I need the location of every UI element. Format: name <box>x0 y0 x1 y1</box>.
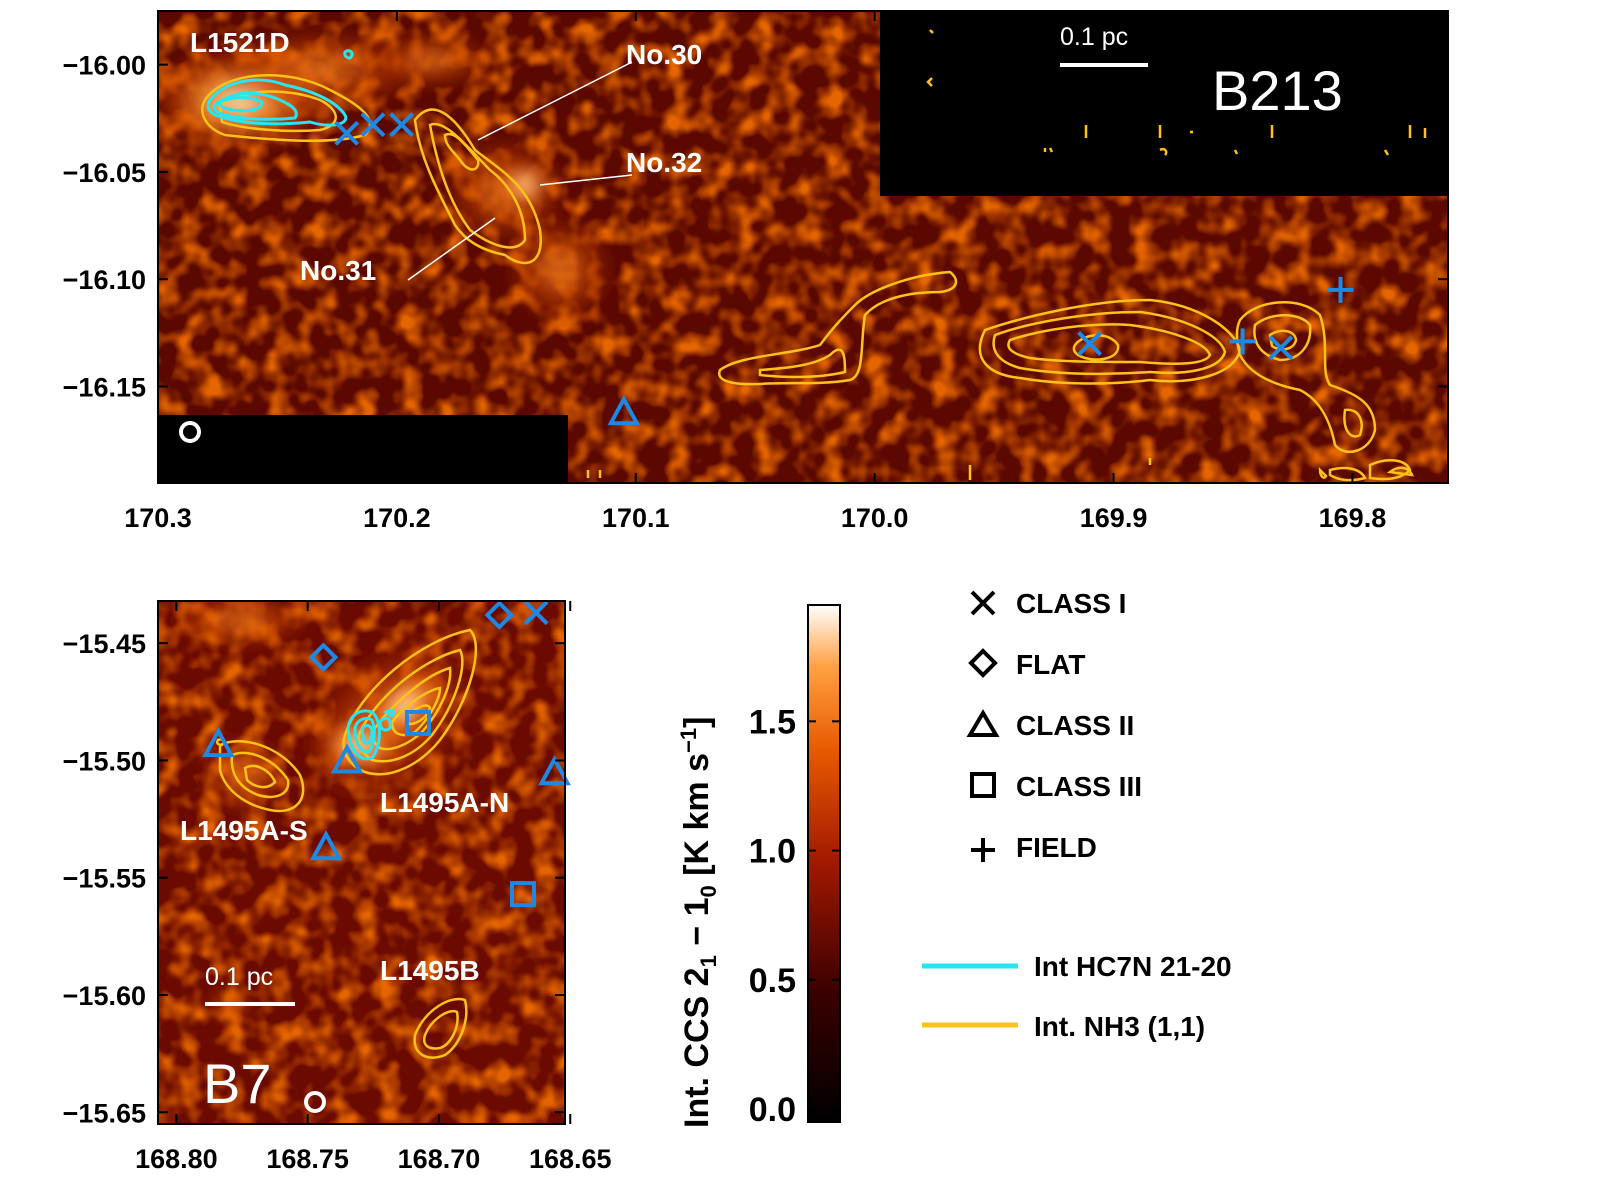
b213-axes: 170.3 170.2 170.1 170.0 169.9 169.8 −16.00 −16.… <box>63 11 1448 533</box>
b7-source-flat <box>308 642 339 673</box>
legend-class-ii: CLASS II <box>966 709 1134 741</box>
b7-source-class-ii <box>202 726 235 758</box>
legend-nh3-label: Int. NH3 (1,1) <box>1034 1011 1205 1042</box>
b213-x-tick-label: 169.8 <box>1319 503 1387 533</box>
triangle-marker-icon <box>966 709 1000 737</box>
b7-x-tick-label: 168.65 <box>529 1144 612 1174</box>
square-marker-icon <box>970 772 996 798</box>
colorbar-label-sub1: 1 <box>696 955 721 967</box>
colorbar-tick-label: 0.0 <box>749 1091 796 1129</box>
colorbar-label: Int. CCS 21 − 10 [K km s−1] <box>676 717 721 1128</box>
b7-panel: 0.1 pc B7 L1495A-S L1495A-N L1495B 168.8… <box>63 600 612 1174</box>
colorbar-gradient <box>807 604 841 1123</box>
b7-label-l1495b: L1495B <box>380 955 480 986</box>
legend-hc7n-label: Int HC7N 21-20 <box>1034 951 1232 982</box>
colorbar-label-unit: [K km s <box>678 753 716 885</box>
b213-source-class-i <box>1268 335 1294 361</box>
legend-class-iii: CLASS III <box>970 771 1142 802</box>
b7-scale-bar-label: 0.1 pc <box>205 963 273 991</box>
colorbar-ticks: 0.0 0.5 1.0 1.5 <box>749 703 840 1129</box>
colorbar-tick-label: 1.5 <box>749 703 796 741</box>
b213-title: B213 <box>1212 59 1343 122</box>
b213-source-class-i <box>1077 331 1103 356</box>
b7-map-image <box>158 601 565 1124</box>
class-i-marker-icon <box>970 590 996 616</box>
colorbar: 0.0 0.5 1.0 1.5 Int. CCS 21 − 10 [K km s−1] <box>676 604 841 1129</box>
legend-class-iii-label: CLASS III <box>1016 771 1142 802</box>
b7-source-class-iii <box>509 881 536 908</box>
legend-class-ii-label: CLASS II <box>1016 710 1134 741</box>
colorbar-tick-label: 0.5 <box>749 962 796 1000</box>
b213-y-tick-label: −16.15 <box>63 372 146 402</box>
b7-x-tick-label: 168.80 <box>135 1144 218 1174</box>
b213-sources <box>334 112 1354 426</box>
b213-y-tick-label: −16.10 <box>63 265 146 295</box>
b213-source-class-ii <box>607 395 641 426</box>
b213-map-image <box>158 11 1448 483</box>
b7-source-class-ii <box>538 755 571 786</box>
b213-label-no32: No.32 <box>626 147 702 178</box>
legend-field: FIELD <box>971 832 1097 863</box>
legend-flat: FLAT <box>968 648 1085 680</box>
b7-axes: 168.80 168.75 168.70 168.65 −15.45 −15.50 −15.… <box>63 601 612 1174</box>
colorbar-label-mid: − 1 <box>678 898 716 956</box>
b7-y-tick-label: −15.45 <box>63 629 146 659</box>
b7-frame <box>157 600 566 1125</box>
b7-label-l1495a-n: L1495A-N <box>380 787 509 818</box>
b213-x-tick-label: 169.9 <box>1080 503 1148 533</box>
b7-x-tick-label: 168.70 <box>398 1144 481 1174</box>
diamond-marker-icon <box>968 648 998 678</box>
b213-nh3-contours <box>201 29 1427 482</box>
legend-class-i: CLASS I <box>970 588 1126 619</box>
b213-source-field <box>1327 276 1354 303</box>
legend-nh3: Int. NH3 (1,1) <box>922 1011 1205 1042</box>
b213-source-class-i <box>389 112 415 138</box>
legend-class-i-label: CLASS I <box>1016 588 1126 619</box>
b213-label-l1521d: L1521D <box>190 27 290 58</box>
b213-beam-icon <box>179 421 201 443</box>
b7-hc7n-contours <box>346 708 396 761</box>
plus-marker-icon <box>971 838 995 862</box>
b213-label-no31: No.31 <box>300 255 376 286</box>
b213-label-no30: No.30 <box>626 39 702 70</box>
b213-source-field <box>1229 328 1256 355</box>
b213-source-class-i <box>334 120 360 146</box>
b213-x-tick-label: 170.1 <box>602 503 670 533</box>
b213-scale-bar-label: 0.1 pc <box>1060 23 1128 51</box>
b7-sources <box>202 600 571 908</box>
colorbar-tick-label: 1.0 <box>749 833 796 871</box>
colorbar-label-sub2: 0 <box>696 885 721 897</box>
b7-y-tick-label: −15.50 <box>63 746 146 776</box>
b213-x-tick-label: 170.3 <box>124 503 192 533</box>
b7-y-tick-label: −15.65 <box>63 1098 146 1128</box>
b213-x-tick-label: 170.0 <box>841 503 909 533</box>
b7-beam-icon <box>304 1091 326 1113</box>
b7-y-tick-label: −15.60 <box>63 981 146 1011</box>
b7-source-class-ii <box>309 830 343 861</box>
b7-label-l1495a-s: L1495A-S <box>180 815 308 846</box>
legend-hc7n: Int HC7N 21-20 <box>922 951 1232 982</box>
b213-source-class-i <box>360 112 386 138</box>
b213-frame <box>157 10 1449 484</box>
b7-source-class-ii <box>330 743 364 774</box>
colorbar-label-end: ] <box>678 717 716 728</box>
b213-y-tick-label: −16.00 <box>63 51 146 81</box>
b7-source-class-i <box>523 600 549 626</box>
b7-title: B7 <box>203 1052 272 1115</box>
b213-y-tick-label: −16.05 <box>63 158 146 188</box>
b7-x-tick-label: 168.75 <box>266 1144 349 1174</box>
legend: CLASS I FLAT CLASS II CLASS III FIELD In… <box>922 588 1232 1042</box>
b213-panel: 0.1 pc B213 L1521D No.30 No.32 No.31 170… <box>63 10 1449 533</box>
b213-x-tick-label: 170.2 <box>363 503 431 533</box>
colorbar-label-main: Int. CCS 2 <box>678 967 716 1128</box>
b7-y-tick-label: −15.55 <box>63 864 146 894</box>
b7-source-class-iii <box>404 709 431 736</box>
colorbar-label-sup: −1 <box>676 728 701 753</box>
b7-source-flat <box>484 600 515 630</box>
legend-field-label: FIELD <box>1016 832 1097 863</box>
legend-flat-label: FLAT <box>1016 649 1085 680</box>
b213-leader-lines <box>407 61 633 281</box>
